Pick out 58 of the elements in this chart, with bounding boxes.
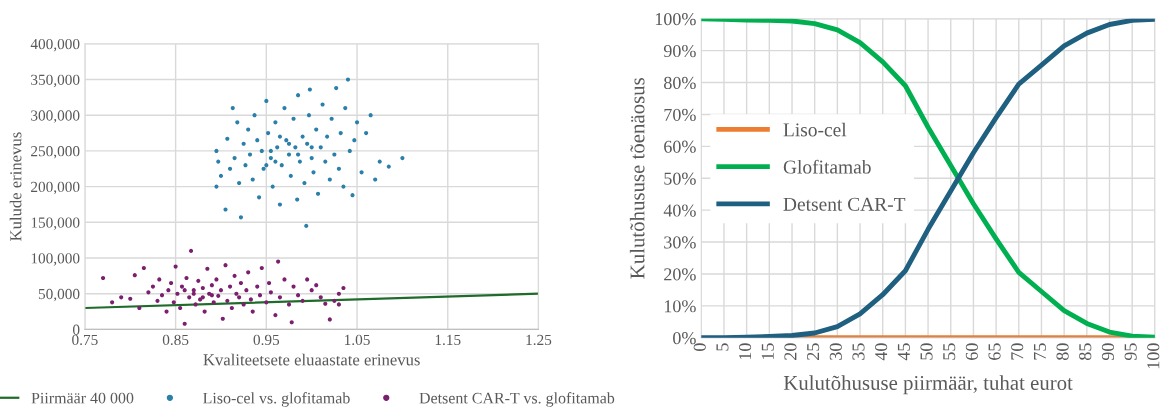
x-tick-label: 75: [1033, 343, 1046, 360]
x-tick-label: 90: [1101, 343, 1115, 361]
x-tick-label: 0.85: [162, 334, 189, 346]
x-tick-label: 10: [738, 343, 752, 360]
x-tick-label: 5: [716, 343, 729, 351]
x-tick-label: 30: [829, 343, 842, 360]
x-tick-label: 95: [1124, 343, 1137, 361]
x-tick-label: 0.75: [72, 334, 98, 346]
x-tick-label: 80: [1056, 343, 1069, 360]
y-tick-label: 50,000: [38, 288, 80, 302]
x-tick-label: 1.05: [345, 334, 370, 346]
y-tick-label: 10%: [664, 300, 696, 313]
x-tick-label: 100: [1147, 343, 1160, 369]
x-tick-label: 25: [807, 343, 820, 360]
x-tick-label: 1.15: [435, 334, 461, 346]
y-tick-label: 30%: [664, 236, 696, 249]
y-tick-label: 20%: [664, 268, 696, 281]
x-tick-label: 85: [1079, 343, 1092, 360]
x-tick-label: 35: [852, 343, 865, 360]
legend-label: Liso-cel: [783, 122, 847, 137]
x-axis-title: Kulutõhususe piirmäär, tuhat eurot: [783, 375, 1073, 395]
legend-label: Liso-cel vs. glofitamab: [203, 392, 350, 407]
x-tick-label: 0: [693, 343, 706, 351]
legend-label: Glofitamab: [783, 159, 871, 174]
x-tick-label: 0.95: [253, 334, 280, 346]
y-tick-label: 50%: [664, 172, 696, 185]
x-tick-label: 20: [784, 343, 797, 360]
x-tick-label: 1.25: [526, 334, 552, 346]
y-tick-label: 70%: [664, 108, 696, 121]
y-tick-label: 100,000: [31, 253, 80, 266]
legend-label: Piirmäär 40 000: [31, 392, 134, 404]
legend-label: Detsent CAR-T vs. glofitamab: [419, 392, 615, 407]
y-tick-label: 300,000: [31, 110, 80, 123]
x-axis-title: Kvaliteetsete eluaastate erinevus: [203, 353, 420, 366]
x-tick-label: 65: [988, 343, 1001, 360]
y-tick-label: 60%: [664, 140, 696, 153]
y-axis-title: Kulude erinevus: [9, 132, 22, 241]
line-series: [701, 18, 1155, 338]
y-tick-label: 400,000: [30, 38, 80, 52]
x-tick-label: 55: [943, 343, 956, 360]
x-tick-label: 45: [897, 343, 910, 361]
y-tick-label: 200,000: [31, 181, 80, 195]
y-tick-label: 0: [72, 324, 80, 335]
y-tick-label: 250,000: [31, 146, 80, 159]
y-axis-title: Kulutõhususe tõenäosus: [629, 78, 645, 279]
y-tick-label: 0%: [673, 332, 696, 345]
x-tick-label: 60: [965, 343, 978, 360]
y-tick-label: 40%: [663, 204, 696, 217]
x-tick-label: 40: [875, 343, 888, 361]
x-tick-label: 50: [920, 343, 933, 360]
legend-label: Detsent CAR-T: [783, 197, 906, 211]
y-tick-label: 80%: [664, 76, 696, 90]
x-tick-label: 15: [761, 343, 774, 360]
y-tick-label: 90%: [663, 44, 696, 58]
y-tick-label: 350,000: [31, 74, 80, 88]
y-tick-label: 150,000: [31, 217, 80, 230]
x-tick-label: 70: [1011, 343, 1024, 360]
y-tick-label: 100%: [655, 13, 696, 26]
